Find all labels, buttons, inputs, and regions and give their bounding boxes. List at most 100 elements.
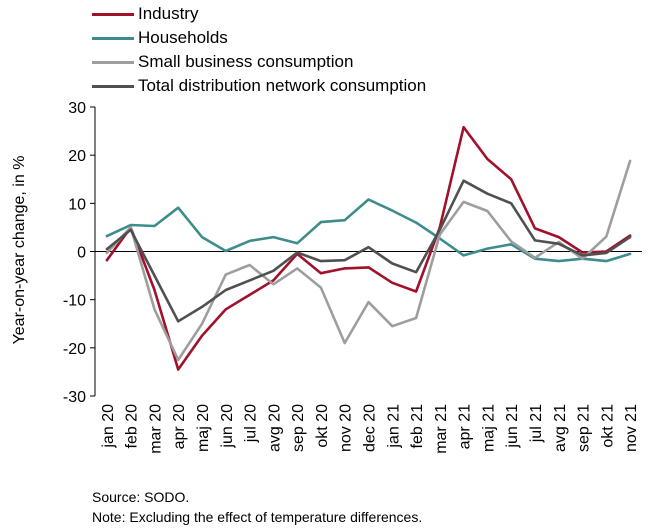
data-point: [201, 334, 204, 337]
data-point: [248, 240, 251, 243]
legend-item-industry: Industry: [92, 2, 426, 26]
data-point: [367, 301, 370, 304]
x-tick-label: feb 21: [409, 404, 426, 449]
data-point: [391, 209, 394, 212]
data-point: [557, 242, 560, 245]
data-point: [177, 359, 180, 362]
data-point: [272, 283, 275, 286]
data-point: [534, 256, 537, 259]
y-axis-title: Year-on-year change, in %: [11, 156, 28, 345]
data-point: [605, 252, 608, 255]
data-point: [248, 264, 251, 267]
y-tick-label: 10: [68, 196, 86, 213]
legend-item-small-business: Small business consumption: [92, 50, 426, 74]
legend-label-small-business: Small business consumption: [138, 52, 354, 71]
data-point: [248, 294, 251, 297]
x-tick-label: jun 20: [219, 404, 236, 449]
x-tick-label: jul 21: [528, 404, 545, 443]
data-point: [296, 242, 299, 245]
legend-swatch-total-network: [92, 84, 134, 88]
data-point: [462, 179, 465, 182]
data-point: [272, 236, 275, 239]
data-point: [510, 178, 513, 181]
data-point: [415, 317, 418, 320]
data-point: [272, 269, 275, 272]
data-point: [106, 248, 109, 251]
data-point: [153, 274, 156, 277]
data-point: [225, 289, 228, 292]
data-point: [557, 260, 560, 263]
data-point: [320, 286, 323, 289]
data-point: [510, 202, 513, 205]
data-point: [320, 260, 323, 263]
y-tick-label: -10: [63, 293, 86, 310]
data-point: [367, 198, 370, 201]
data-point: [415, 271, 418, 274]
data-point: [581, 251, 584, 254]
data-point: [153, 225, 156, 228]
x-tick-label: apr 21: [457, 404, 474, 449]
x-tick-label: nov 20: [338, 404, 355, 452]
y-tick-label: -20: [63, 341, 86, 358]
legend-label-total-network: Total distribution network consumption: [138, 76, 427, 95]
x-tick-label: sep 21: [576, 404, 593, 452]
data-point: [248, 279, 251, 282]
data-point: [129, 226, 132, 229]
x-tick-label: okt 21: [599, 404, 616, 448]
data-point: [486, 158, 489, 161]
series-line: [105, 198, 632, 263]
x-tick-label: sep 20: [290, 404, 307, 452]
y-tick-label: -30: [63, 389, 86, 406]
data-point: [486, 192, 489, 195]
data-point: [129, 224, 132, 227]
data-point: [343, 342, 346, 345]
data-point: [605, 235, 608, 238]
legend-swatch-small-business: [92, 60, 134, 64]
data-point: [391, 325, 394, 328]
data-point: [391, 282, 394, 285]
data-point: [343, 259, 346, 262]
plot-area: -30 -20 -10 0 10 20 30 jan 20 feb 20 mar 20 apr 20…: [63, 100, 642, 454]
x-tick-label: feb 20: [124, 404, 141, 449]
data-point: [415, 221, 418, 224]
data-point: [629, 253, 632, 256]
data-point: [153, 289, 156, 292]
data-point: [296, 267, 299, 270]
data-point: [272, 279, 275, 282]
source-note: Source: SODO.: [92, 489, 190, 505]
data-point: [486, 247, 489, 250]
data-point: [439, 229, 442, 232]
data-point: [343, 219, 346, 222]
data-point: [629, 160, 632, 163]
x-tick-label: dec 20: [362, 404, 379, 452]
data-point: [534, 227, 537, 230]
data-point: [391, 262, 394, 265]
data-point: [106, 259, 109, 262]
data-point: [557, 236, 560, 239]
data-point: [510, 240, 513, 243]
footnote: Note: Excluding the effect of temperatur…: [92, 509, 423, 525]
data-point: [320, 272, 323, 275]
data-point: [177, 320, 180, 323]
x-tick-label: jan 21: [385, 404, 402, 449]
legend-label-industry: Industry: [138, 4, 199, 23]
x-tick-label: maj 20: [195, 404, 212, 452]
y-tick-label: 20: [68, 148, 86, 165]
x-tick-label: jul 20: [243, 404, 260, 443]
x-tick-label: okt 20: [314, 404, 331, 448]
data-point: [201, 322, 204, 325]
y-tick-label: 30: [68, 100, 86, 117]
x-tick-label: mar 20: [147, 404, 164, 454]
x-tick-label: jun 21: [504, 404, 521, 449]
data-point: [462, 254, 465, 257]
legend-item-households: Households: [92, 26, 426, 50]
data-point: [581, 257, 584, 260]
data-point: [367, 246, 370, 249]
x-tick-label: nov 21: [623, 404, 640, 452]
x-tick-label: avg 20: [266, 404, 283, 452]
data-point: [343, 267, 346, 270]
series-line: [105, 125, 632, 371]
series-line: [105, 179, 632, 323]
x-tick-label: avg 21: [552, 404, 569, 452]
